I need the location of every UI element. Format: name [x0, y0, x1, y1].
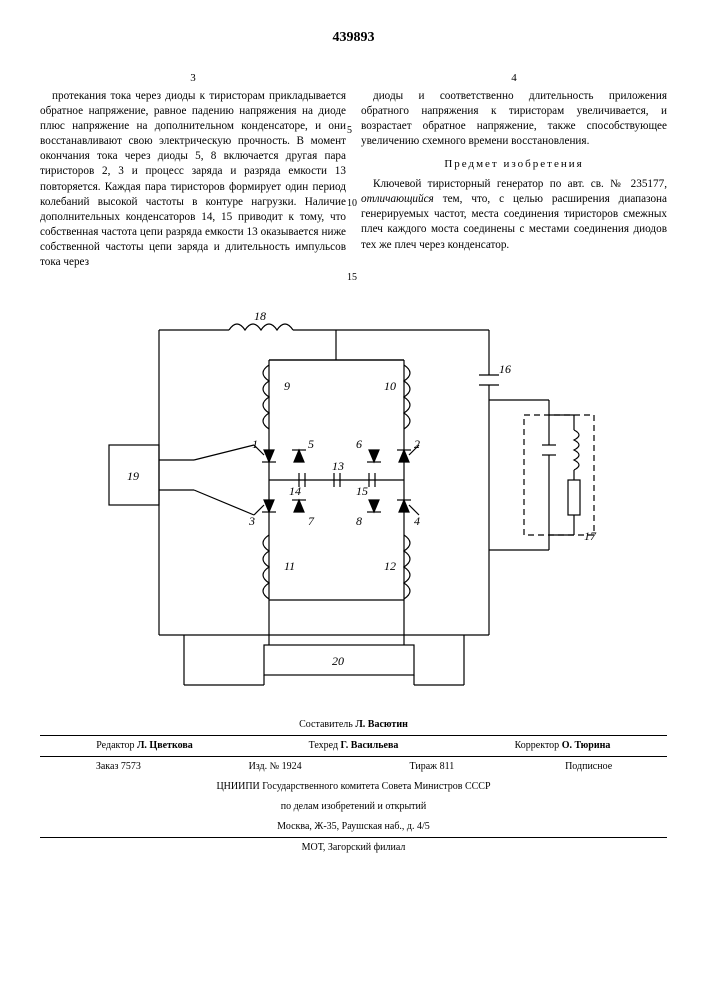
- label-16: 16: [499, 362, 511, 376]
- line-marker-5: 5: [347, 124, 352, 138]
- order-cell: Заказ 7573: [40, 760, 197, 774]
- label-8: 8: [356, 514, 362, 528]
- label-20: 20: [332, 654, 344, 668]
- page: 439893 3 протекания тока через диоды к т…: [0, 0, 707, 1000]
- right-paragraph-1: диоды и соответственно длительность прил…: [361, 89, 667, 149]
- org-line-1: ЦНИИПИ Государственного комитета Совета …: [40, 777, 667, 797]
- corrector-cell: Корректор О. Тюрина: [458, 739, 667, 753]
- claim-a: Ключевой тиристорный генератор по авт. с…: [373, 178, 667, 190]
- label-1: 1: [252, 437, 258, 451]
- label-9: 9: [284, 379, 290, 393]
- left-column: 3 протекания тока через диоды к тиристор…: [40, 71, 346, 270]
- patent-number: 439893: [40, 30, 667, 46]
- tirazh-cell: Тираж 811: [354, 760, 511, 774]
- label-10: 10: [384, 379, 396, 393]
- label-2: 2: [414, 437, 420, 451]
- compiler-label: Составитель: [299, 719, 353, 730]
- col-num-left: 3: [40, 71, 346, 86]
- label-12: 12: [384, 559, 396, 573]
- org-line-2: по делам изобретений и открытий: [40, 797, 667, 817]
- addr-line: Москва, Ж-35, Раушская наб., д. 4/5: [40, 817, 667, 837]
- tech-cell: Техред Г. Васильева: [249, 739, 458, 753]
- label-13: 13: [332, 459, 344, 473]
- pub-row: Заказ 7573 Изд. № 1924 Тираж 811 Подписн…: [40, 756, 667, 777]
- editor-cell: Редактор Л. Цветкова: [40, 739, 249, 753]
- text-columns: 3 протекания тока через диоды к тиристор…: [40, 71, 667, 270]
- line-marker-15: 15: [347, 271, 357, 285]
- label-15: 15: [356, 484, 368, 498]
- compiler-line: Составитель Л. Васютин: [40, 715, 667, 735]
- circuit-diagram: 18 16 9 10 1 5 6 2 14 13 15 3 7 8 4 11 1…: [94, 290, 614, 700]
- label-11: 11: [284, 559, 295, 573]
- label-5: 5: [308, 437, 314, 451]
- claim-em: отличающийся: [361, 193, 434, 205]
- label-6: 6: [356, 437, 362, 451]
- credits-row: Редактор Л. Цветкова Техред Г. Васильева…: [40, 735, 667, 756]
- izd-cell: Изд. № 1924: [197, 760, 354, 774]
- podpisnoe-cell: Подписное: [510, 760, 667, 774]
- label-17: 17: [584, 529, 597, 543]
- section-heading: Предмет изобретения: [361, 157, 667, 172]
- footer: Составитель Л. Васютин Редактор Л. Цветк…: [40, 715, 667, 858]
- left-paragraph: протекания тока через диоды к тиристорам…: [40, 89, 346, 270]
- line-marker-10: 10: [347, 197, 357, 211]
- right-column: 5 10 15 4 диоды и соответственно длитель…: [361, 71, 667, 270]
- label-18: 18: [254, 309, 266, 323]
- label-3: 3: [248, 514, 255, 528]
- label-7: 7: [308, 514, 315, 528]
- label-19: 19: [127, 469, 139, 483]
- col-num-right: 4: [361, 71, 667, 86]
- label-14: 14: [289, 484, 301, 498]
- mot-line: МОТ, Загорский филиал: [40, 838, 667, 858]
- right-paragraph-2: Ключевой тиристорный генератор по авт. с…: [361, 177, 667, 253]
- compiler-name: Л. Васютин: [355, 719, 408, 730]
- label-4: 4: [414, 514, 420, 528]
